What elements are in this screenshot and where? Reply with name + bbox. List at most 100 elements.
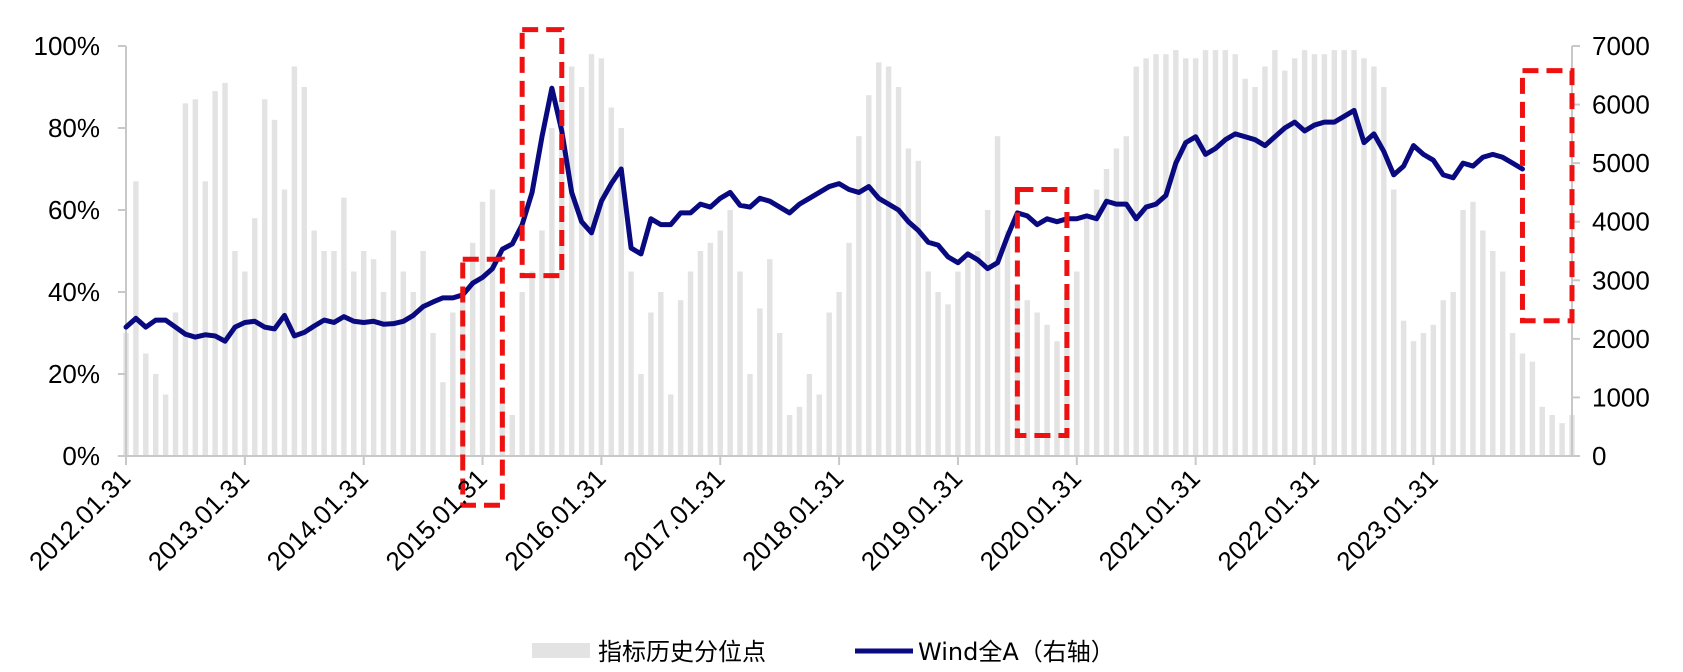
- legend: 指标历史分位点 Wind全A（右轴）: [532, 638, 1115, 666]
- bar: [1559, 423, 1565, 456]
- bar: [846, 242, 852, 456]
- y-right-tick-label: 3000: [1592, 265, 1650, 295]
- bar: [1222, 50, 1229, 456]
- bar: [767, 259, 773, 456]
- y-right-tick-label: 5000: [1592, 148, 1650, 178]
- highlight-box: [1014, 187, 1070, 438]
- bar: [796, 406, 803, 456]
- bar: [658, 292, 664, 456]
- x-tick-label: 2018.01.31: [736, 463, 849, 576]
- bar: [321, 251, 327, 456]
- bar: [261, 99, 268, 457]
- bar: [826, 312, 832, 456]
- bar: [994, 136, 1001, 456]
- bar: [479, 201, 486, 456]
- bar: [1391, 189, 1397, 456]
- x-tick-label: 2015.01.31: [380, 463, 493, 576]
- bar: [1133, 66, 1139, 456]
- bar: [1450, 292, 1456, 456]
- y-left-tick-label: 100%: [34, 31, 101, 61]
- x-tick-label: 2019.01.31: [855, 463, 968, 576]
- y-left-tick-label: 80%: [48, 113, 100, 143]
- bar: [519, 292, 525, 456]
- y-left-tick-label: 0%: [62, 441, 100, 471]
- bar: [1252, 87, 1258, 456]
- bar: [390, 230, 397, 456]
- bar: [578, 87, 585, 456]
- bar: [965, 259, 971, 456]
- bar: [291, 66, 298, 456]
- bar: [1549, 415, 1555, 456]
- bar: [1509, 333, 1516, 456]
- x-tick-label: 2021.01.31: [1093, 463, 1206, 576]
- bar: [271, 119, 278, 457]
- bar: [1351, 50, 1357, 456]
- bar: [1321, 54, 1328, 456]
- bar: [469, 242, 476, 456]
- x-tick-labels: 2012.01.31 2013.01.31 2014.01.31 2015.01.31…: [23, 463, 1444, 576]
- bar: [1074, 271, 1080, 456]
- bar: [301, 87, 307, 456]
- bar: [1054, 341, 1060, 456]
- y-left-tick-label: 60%: [48, 195, 100, 225]
- bar: [697, 251, 704, 456]
- bar: [440, 382, 446, 456]
- bar: [212, 91, 218, 456]
- bar: [152, 374, 159, 456]
- bar: [1143, 58, 1149, 457]
- bar: [360, 251, 367, 456]
- bar: [311, 230, 317, 456]
- y-right-tick-label: 7000: [1592, 31, 1650, 61]
- bar: [1064, 292, 1070, 456]
- bar: [638, 374, 644, 456]
- bar: [1301, 50, 1308, 456]
- legend-line-label: Wind全A（右轴）: [918, 638, 1115, 666]
- bar: [1519, 353, 1526, 456]
- bars-layer: [123, 50, 1575, 457]
- x-tick-label: 2022.01.31: [1211, 463, 1324, 576]
- bar: [727, 210, 733, 456]
- bar: [1410, 341, 1417, 456]
- bar: [559, 95, 565, 456]
- bar: [786, 415, 793, 456]
- line-series-wind-a: [123, 85, 1525, 344]
- bar: [1539, 406, 1546, 456]
- bar: [955, 271, 961, 456]
- bar: [598, 58, 605, 457]
- bar: [1004, 230, 1011, 456]
- bar: [1381, 87, 1387, 456]
- bar: [816, 394, 823, 456]
- y-left-tick-label: 40%: [48, 277, 100, 307]
- bar: [707, 242, 714, 456]
- y-right-tick-label: 0: [1592, 441, 1606, 471]
- bar: [341, 197, 347, 456]
- bar: [608, 107, 615, 456]
- bar: [1183, 58, 1189, 457]
- bar: [1262, 66, 1268, 456]
- bar: [905, 148, 912, 456]
- bar: [1400, 320, 1407, 456]
- bar: [162, 394, 169, 456]
- bar: [1272, 50, 1278, 456]
- bar: [1291, 58, 1298, 457]
- bar: [1153, 54, 1159, 456]
- bar: [450, 312, 456, 456]
- bar: [668, 394, 674, 456]
- bar: [1034, 312, 1040, 456]
- bar: [895, 87, 902, 456]
- bar: [875, 62, 882, 457]
- bar: [1123, 136, 1130, 456]
- y-right-tick-label: 4000: [1592, 207, 1650, 237]
- bar: [1202, 50, 1209, 456]
- bar: [1331, 50, 1338, 456]
- bar: [1420, 333, 1427, 456]
- bar: [1499, 271, 1506, 456]
- bar: [1480, 230, 1486, 456]
- bar: [1173, 50, 1179, 456]
- bar: [935, 292, 941, 456]
- legend-bar-swatch: [532, 643, 590, 658]
- bar: [588, 54, 595, 456]
- bar: [687, 271, 694, 456]
- bar: [410, 292, 416, 456]
